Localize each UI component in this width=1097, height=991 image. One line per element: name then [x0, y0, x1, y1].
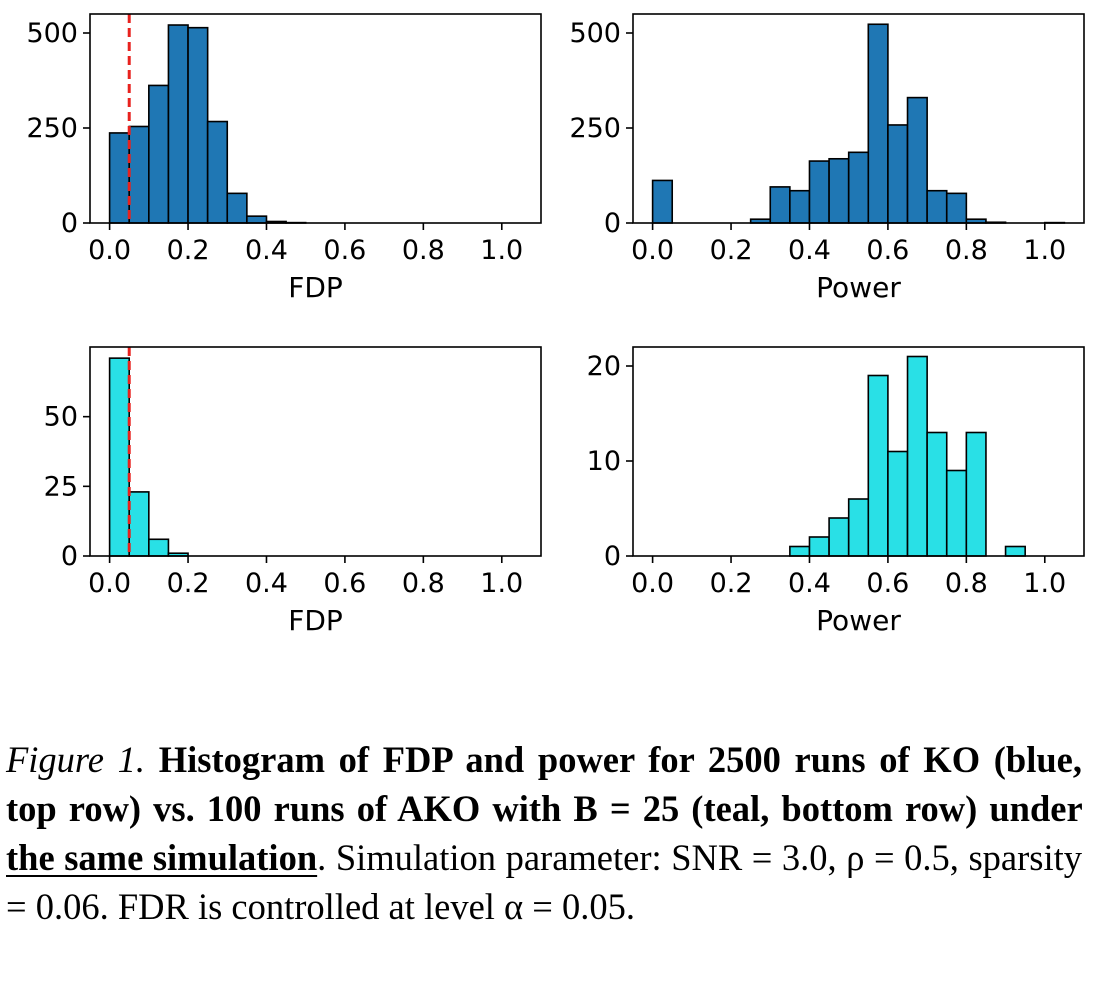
panel-fdp-ako: 0.0 0.2 0.4 0.6 0.8 1.0 0 25 50 FDP: [44, 346, 542, 637]
caption-underlined-phrase: the same simulation: [6, 837, 318, 878]
histogram-bar: [847, 151, 870, 224]
x-tick-label: 0.2: [167, 568, 210, 599]
x-tick-label: 0.8: [402, 235, 445, 266]
histogram-bar: [926, 431, 948, 557]
x-tick-label: 0.6: [866, 235, 909, 266]
x-tick-label: 0.4: [788, 568, 831, 599]
caption-rest: . Simulation parameter: SNR = 3.0, ρ = 0…: [6, 837, 1083, 927]
histogram-bar: [226, 192, 248, 224]
histogram-bar: [651, 179, 674, 224]
y-tick-label: 0: [61, 208, 78, 239]
x-axis-label: Power: [816, 604, 901, 637]
x-tick-label: 0.8: [945, 235, 988, 266]
histogram-bar: [926, 189, 948, 224]
histogram-bar: [167, 24, 189, 224]
y-tick-label: 20: [587, 351, 621, 382]
x-axis-label: Power: [816, 271, 901, 304]
caption-label: Figure 1.: [6, 739, 146, 780]
histogram-bar: [108, 132, 131, 224]
histogram-bar: [945, 469, 968, 557]
caption-bold-part1: Histogram of FDP and power for 2500 runs…: [6, 739, 1082, 829]
histogram-bar: [965, 431, 987, 557]
x-tick-label: 0.6: [323, 235, 366, 266]
histogram-bar: [148, 84, 170, 224]
axes-frame: [89, 13, 542, 224]
histogram-bar: [906, 355, 928, 557]
histogram-bar: [789, 545, 811, 557]
x-tick-label: 0.4: [788, 235, 831, 266]
caption-bold-math: B = 25: [573, 788, 680, 829]
x-axis-label: FDP: [288, 271, 343, 304]
y-tick-label: 0: [604, 208, 621, 239]
x-tick-label: 0.8: [945, 568, 988, 599]
y-tick-label: 0: [604, 541, 621, 572]
histogram-bar: [808, 160, 830, 224]
axes-frame: [632, 13, 1085, 224]
x-axis-label: FDP: [288, 604, 343, 637]
x-tick-label: 0.0: [631, 568, 674, 599]
histogram-bar: [945, 192, 968, 224]
histogram-bar: [887, 450, 909, 557]
histogram-bar: [769, 186, 791, 224]
histogram-bar: [828, 157, 850, 224]
x-tick-label: 0.6: [866, 568, 909, 599]
y-tick-label: 500: [569, 18, 621, 49]
x-tick-label: 0.4: [245, 568, 288, 599]
histogram-bar: [187, 26, 209, 224]
histogram-bar: [246, 215, 268, 224]
x-tick-label: 0.4: [245, 235, 288, 266]
axes-frame: [89, 346, 542, 557]
histogram-bar: [128, 491, 150, 557]
panel-fdp-ko: 0.0 0.2 0.4 0.6 0.8 1.0 0 250 500 FDP: [26, 13, 542, 304]
y-tick-label: 25: [44, 471, 78, 502]
caption-bold-part2: (teal, bottom row) under: [691, 788, 1082, 829]
y-tick-label: 500: [26, 18, 78, 49]
x-tick-label: 1.0: [1023, 235, 1066, 266]
x-tick-label: 1.0: [480, 568, 523, 599]
histogram-bar: [867, 374, 889, 557]
panel-power-ako: 0.0 0.2 0.4 0.6 0.8 1.0 0 10 20 Power: [587, 346, 1085, 637]
x-tick-label: 0.0: [631, 235, 674, 266]
histogram-bar: [206, 120, 229, 224]
figure-caption: Figure 1. Histogram of FDP and power for…: [6, 735, 1082, 931]
histogram-bar: [108, 357, 131, 557]
y-tick-label: 50: [44, 402, 78, 433]
x-tick-label: 0.6: [323, 568, 366, 599]
y-tick-label: 250: [569, 113, 621, 144]
histogram-bar: [808, 536, 830, 557]
x-tick-label: 0.0: [88, 235, 131, 266]
axes-frame: [632, 346, 1085, 557]
y-tick-label: 10: [587, 446, 621, 477]
x-tick-label: 1.0: [1023, 568, 1066, 599]
histogram-bar: [867, 23, 889, 224]
histogram-bar: [847, 498, 870, 557]
y-tick-label: 250: [26, 113, 78, 144]
histogram-bar: [1004, 545, 1026, 557]
x-tick-label: 0.2: [710, 568, 753, 599]
y-tick-label: 0: [61, 541, 78, 572]
x-tick-label: 1.0: [480, 235, 523, 266]
x-tick-label: 0.8: [402, 568, 445, 599]
panel-power-ko: 0.0 0.2 0.4 0.6 0.8 1.0 0 250 500 Power: [569, 13, 1085, 304]
histogram-bar: [906, 96, 928, 224]
x-tick-label: 0.0: [88, 568, 131, 599]
histogram-bar: [148, 538, 170, 557]
histogram-bar: [887, 124, 909, 224]
x-tick-label: 0.2: [710, 235, 753, 266]
histogram-bar: [789, 189, 811, 224]
x-tick-label: 0.2: [167, 235, 210, 266]
histogram-bar: [828, 517, 850, 557]
histogram-bar: [128, 125, 150, 224]
